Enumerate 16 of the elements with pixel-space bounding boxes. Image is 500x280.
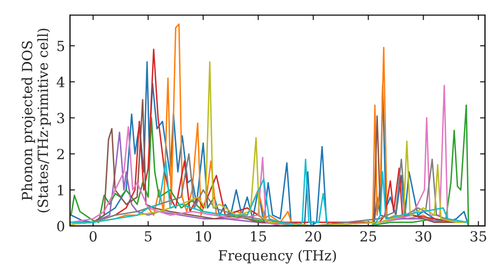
x-tick-label: 10: [196, 231, 212, 242]
y-tick-label: 2: [57, 148, 64, 160]
y-tick-label: 1: [58, 184, 64, 196]
x-axis-title: Frequency (THz): [218, 250, 336, 264]
x-tick-label: 25: [360, 231, 376, 242]
x-tick-label: 30: [416, 231, 432, 242]
y-axis-title: Phonon projected DOS (States/THz·primitive cell): [22, 28, 51, 212]
x-tick-label: 15: [251, 231, 266, 242]
y-tick-label: 0: [57, 220, 64, 232]
x-tick-label: 5: [144, 231, 152, 242]
x-tick-label: 0: [90, 231, 97, 242]
y-tick-label: 5: [57, 40, 64, 52]
y-tick-label: 3: [57, 112, 64, 124]
x-tick-label: 35: [470, 231, 486, 242]
x-tick-label: 20: [305, 231, 322, 242]
y-tick-label: 4: [56, 76, 64, 88]
